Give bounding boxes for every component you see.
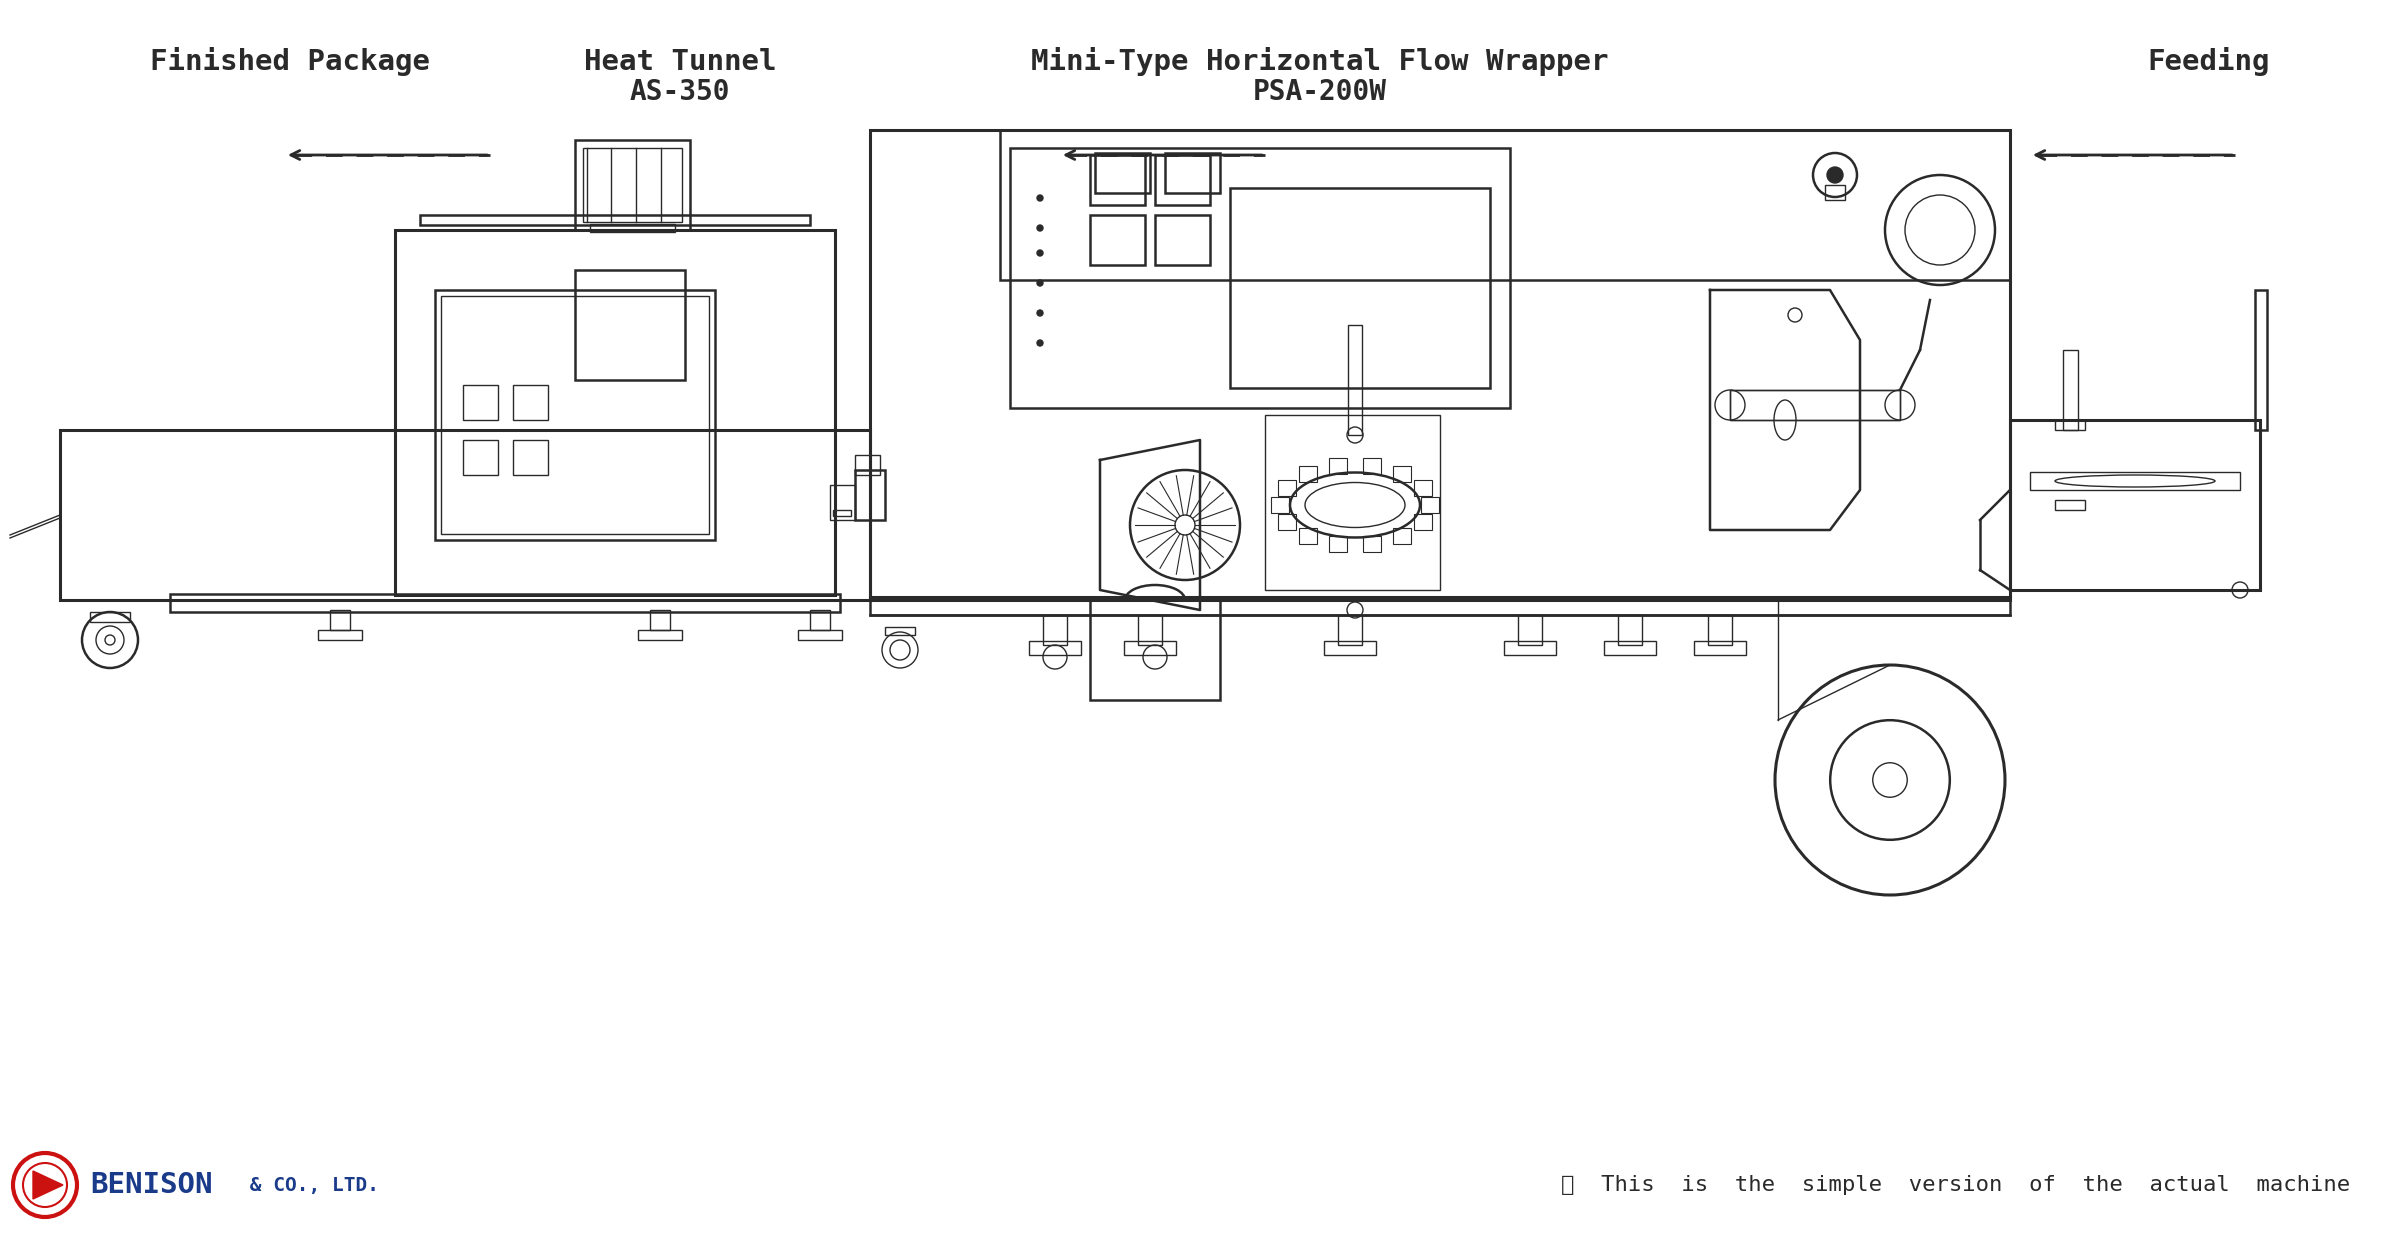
Polygon shape xyxy=(34,1171,62,1199)
Bar xyxy=(1709,615,1733,644)
Bar xyxy=(1272,497,1289,513)
Bar xyxy=(1414,515,1430,531)
Bar xyxy=(2054,421,2086,430)
Bar xyxy=(1265,414,1440,590)
Bar xyxy=(1505,641,1555,656)
Bar xyxy=(420,215,811,225)
Bar xyxy=(1603,641,1656,656)
Bar xyxy=(1325,641,1375,656)
Bar xyxy=(797,630,842,640)
Bar xyxy=(1363,536,1380,552)
Circle shape xyxy=(1826,167,1843,183)
Text: PSA-200W: PSA-200W xyxy=(1253,78,1387,106)
Bar xyxy=(1279,515,1296,531)
Bar xyxy=(1519,615,1543,644)
Bar xyxy=(1123,641,1176,656)
Circle shape xyxy=(1037,225,1044,231)
Bar xyxy=(1090,215,1145,265)
Bar xyxy=(811,610,830,630)
Bar xyxy=(1001,130,2011,280)
Bar xyxy=(1044,615,1068,644)
Bar xyxy=(2064,350,2078,430)
Bar xyxy=(871,130,2011,600)
Bar xyxy=(830,485,854,520)
Bar xyxy=(514,440,547,475)
Bar xyxy=(590,224,674,233)
Bar xyxy=(1824,186,1846,200)
Bar xyxy=(1279,480,1296,496)
Bar xyxy=(1030,641,1080,656)
Circle shape xyxy=(1037,340,1044,346)
Bar xyxy=(434,289,715,541)
Bar xyxy=(1421,497,1440,513)
Bar xyxy=(1730,390,1901,421)
Bar xyxy=(2256,289,2268,430)
Bar xyxy=(1339,615,1363,644)
Text: Feeding: Feeding xyxy=(2148,47,2270,77)
Bar xyxy=(170,594,840,612)
Bar xyxy=(576,270,684,380)
Bar xyxy=(1090,600,1219,700)
Bar xyxy=(514,385,547,421)
Bar xyxy=(1094,153,1150,193)
Circle shape xyxy=(1037,280,1044,286)
Text: Finished Package: Finished Package xyxy=(149,47,430,77)
Bar xyxy=(854,455,881,475)
Text: Heat Tunnel: Heat Tunnel xyxy=(583,48,775,75)
Bar xyxy=(1154,215,1210,265)
Bar xyxy=(1154,155,1210,205)
Bar xyxy=(583,148,682,221)
Text: BENISON: BENISON xyxy=(91,1171,214,1199)
Bar xyxy=(1231,188,1490,388)
Bar xyxy=(1138,615,1162,644)
Bar xyxy=(576,140,691,230)
Circle shape xyxy=(1037,310,1044,315)
Bar xyxy=(396,230,835,595)
Bar xyxy=(60,430,871,600)
Bar xyxy=(833,510,852,516)
Text: & CO., LTD.: & CO., LTD. xyxy=(238,1175,379,1195)
Bar xyxy=(317,630,362,640)
Bar xyxy=(2030,473,2239,490)
Bar xyxy=(1392,465,1411,481)
Text: AS-350: AS-350 xyxy=(629,78,730,106)
Bar xyxy=(650,610,670,630)
Bar xyxy=(1730,390,1901,421)
Text: Mini-Type Horizontal Flow Wrapper: Mini-Type Horizontal Flow Wrapper xyxy=(1032,47,1608,77)
Bar xyxy=(1298,465,1318,481)
Bar xyxy=(91,612,130,622)
Bar xyxy=(2011,421,2261,590)
Text: ※  This  is  the  simple  version  of  the  actual  machine: ※ This is the simple version of the actu… xyxy=(1560,1175,2350,1195)
Bar xyxy=(1090,155,1145,205)
Bar xyxy=(1363,458,1380,474)
Bar xyxy=(1618,615,1642,644)
Bar xyxy=(442,296,708,534)
Bar xyxy=(1330,536,1346,552)
Bar xyxy=(1414,480,1430,496)
Bar xyxy=(871,597,2011,615)
Bar xyxy=(1298,528,1318,544)
Bar xyxy=(1392,528,1411,544)
Circle shape xyxy=(1037,250,1044,256)
Bar xyxy=(1164,153,1219,193)
Bar xyxy=(638,630,682,640)
Bar xyxy=(886,627,914,635)
Bar xyxy=(1330,458,1346,474)
Circle shape xyxy=(1037,195,1044,200)
Bar xyxy=(1010,148,1510,408)
Bar xyxy=(463,440,499,475)
Bar xyxy=(2054,500,2086,510)
Bar xyxy=(331,610,350,630)
Bar xyxy=(463,385,499,421)
Bar xyxy=(1694,641,1747,656)
Bar xyxy=(854,470,886,520)
Bar xyxy=(1349,325,1363,435)
